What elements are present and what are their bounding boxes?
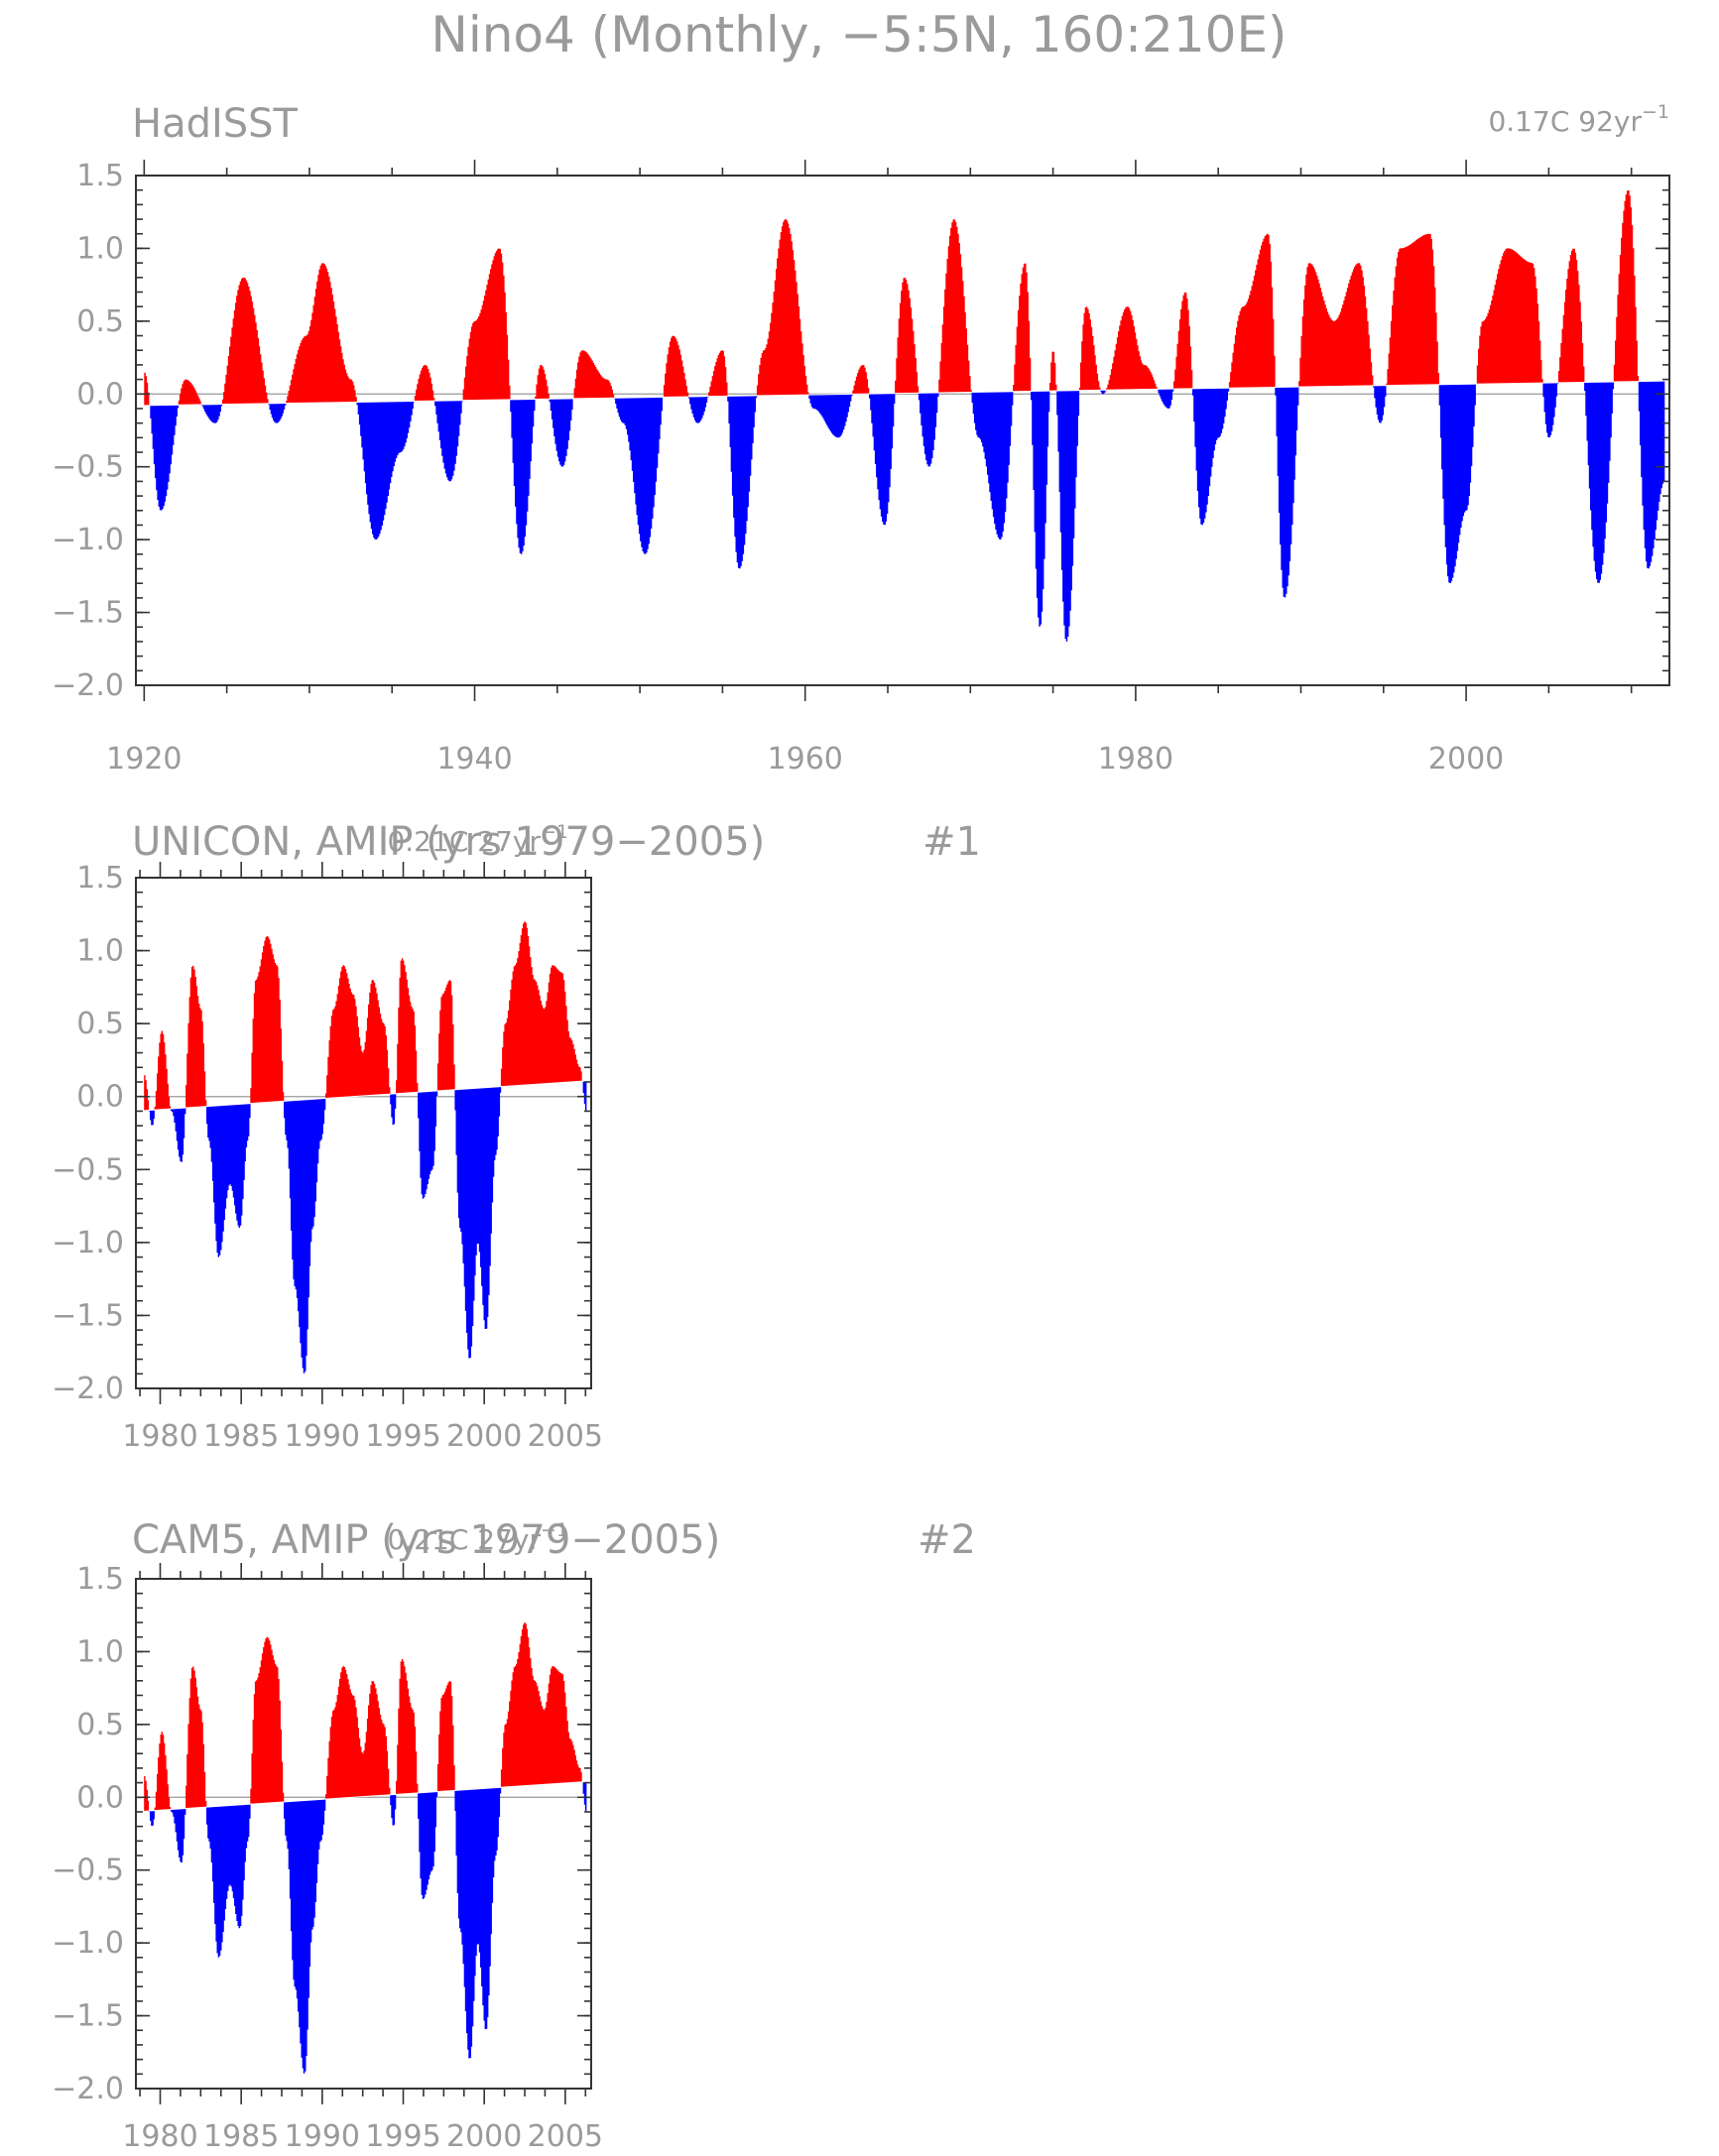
y-tick-label: −1.0 [52, 523, 124, 557]
x-tick-label: 1920 [106, 742, 182, 777]
panel-label: HadISST [132, 101, 299, 147]
y-tick-label: −1.5 [52, 596, 124, 631]
panel-cam5: CAM5, AMIP (yrs 1979−2005) 0.21C 27yr−1 … [52, 1517, 976, 2154]
y-tick-label: 0.0 [76, 1080, 124, 1115]
x-tick-label: 1985 [203, 1419, 279, 1454]
trend-exponent: −1 [541, 1519, 568, 1541]
panel-number: #1 [922, 819, 981, 865]
trend-exponent: −1 [1642, 101, 1669, 123]
y-tick-label: −1.5 [52, 1999, 124, 2034]
x-tick-label: 2000 [446, 1419, 522, 1454]
x-tick-label: 1995 [365, 1419, 440, 1454]
panel-hadisst: HadISST 0.17C 92yr−1 1.5 1.0 0.5 0.0 −0.5 −1.… [52, 101, 1670, 777]
y-tick-label: −1.5 [52, 1298, 124, 1333]
x-tick-label: 1980 [122, 2119, 197, 2154]
x-tick-label: 1940 [436, 742, 512, 777]
y-tick-label: 0.5 [76, 1007, 124, 1041]
y-tick-label: −0.5 [52, 1152, 124, 1187]
y-tick-label: 0.5 [76, 304, 124, 339]
y-tick-label: 1.5 [76, 1562, 124, 1597]
cold-anomaly-area [150, 381, 1665, 642]
y-tick-label: −0.5 [52, 450, 124, 485]
warm-anomaly-area [144, 190, 1640, 406]
panel-number: #2 [918, 1517, 976, 1563]
x-tick-label: 1995 [365, 2119, 440, 2154]
panel-label: CAM5, AMIP (yrs 1979−2005) [132, 1517, 720, 1563]
y-tick-label: 1.0 [76, 231, 124, 266]
plot-area: 1.5 1.0 0.5 0.0 −0.5 −1.0 −1.5 −2.0 1980 1985 1990… [52, 861, 603, 1454]
y-tick-label: −1.0 [52, 1926, 124, 1961]
x-tick-label: 1980 [1098, 742, 1173, 777]
cold-anomaly-area [148, 1080, 587, 1374]
trend-line [144, 1780, 587, 1812]
x-tick-label: 2000 [1428, 742, 1504, 777]
plot-frame [135, 877, 592, 1389]
trend-label: 0.17C 92yr−1 [1488, 101, 1669, 138]
x-tick-label: 1990 [285, 2119, 360, 2154]
y-tick-label: −2.0 [52, 668, 124, 703]
x-tick-label: 1990 [285, 1419, 360, 1454]
y-tick-label: 1.0 [76, 1634, 124, 1669]
panel-label: UNICON, AMIP (yrs 1979−2005) [132, 819, 765, 865]
trend-line [144, 380, 1665, 407]
y-tick-label: −2.0 [52, 1372, 124, 1406]
x-tick-label: 1960 [768, 742, 843, 777]
warm-anomaly-area [144, 921, 583, 1111]
x-tick-label: 1985 [203, 2119, 279, 2154]
x-tick-label: 2005 [528, 2119, 603, 2154]
y-tick-label: 1.5 [76, 159, 124, 193]
figure-title: Nino4 (Monthly, −5:5N, 160:210E) [430, 6, 1287, 63]
x-tick-label: 2005 [528, 1419, 603, 1454]
trend-label: 0.21C 27yr−1 [387, 1519, 568, 1556]
y-tick-label: −0.5 [52, 1854, 124, 1888]
x-tick-label: 1980 [122, 1419, 197, 1454]
y-tick-label: 1.5 [76, 861, 124, 896]
y-tick-label: −2.0 [52, 2072, 124, 2106]
trend-line [144, 1080, 587, 1112]
plot-area: 1.5 1.0 0.5 0.0 −0.5 −1.0 −1.5 −2.0 1980 1985 1990… [52, 1562, 603, 2154]
plot-frame [135, 175, 1670, 686]
y-tick-label: 0.0 [76, 377, 124, 412]
x-tick-label: 2000 [446, 2119, 522, 2154]
y-tick-label: 0.0 [76, 1780, 124, 1815]
trend-label: 0.21C 27yr−1 [387, 821, 568, 858]
cold-anomaly-area [148, 1781, 587, 2074]
panel-unicon: UNICON, AMIP (yrs 1979−2005) 0.21C 27yr−… [52, 819, 981, 1454]
plot-area: 1.5 1.0 0.5 0.0 −0.5 −1.0 −1.5 −2.0 1920 1940 1960… [52, 159, 1670, 777]
plot-frame [135, 1578, 592, 2090]
y-tick-label: 1.0 [76, 934, 124, 969]
y-tick-label: −1.0 [52, 1226, 124, 1260]
trend-exponent: −1 [541, 821, 568, 843]
warm-anomaly-area [144, 1622, 583, 1812]
y-tick-label: 0.5 [76, 1708, 124, 1742]
